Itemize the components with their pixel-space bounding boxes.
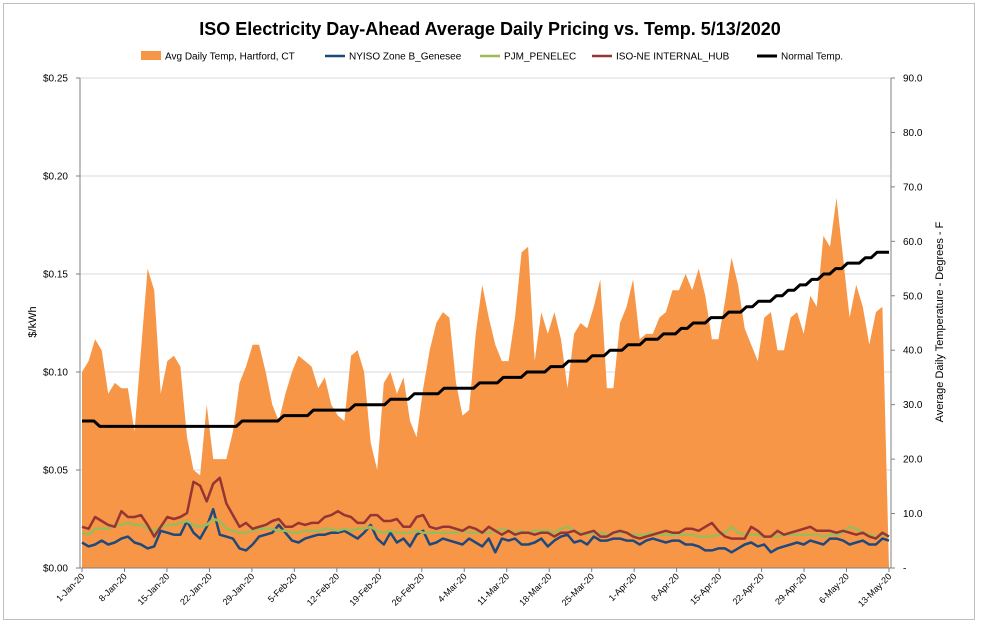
chart-frame <box>3 3 975 620</box>
x-tick-label: 11-Mar-20 <box>475 571 511 607</box>
x-tick-label: 26-Feb-20 <box>390 571 426 607</box>
y-tick-label-left: $0.25 <box>43 74 68 85</box>
x-tick-label: 18-Mar-20 <box>517 571 553 607</box>
y-axis-left-title: $/kWh <box>27 306 39 337</box>
y-tick-label-right: 10.0 <box>903 509 923 520</box>
y-tick-label-right: 60.0 <box>903 237 923 248</box>
y-tick-label-left: $0.15 <box>43 270 68 281</box>
y-tick-label-right: 20.0 <box>903 455 923 466</box>
x-tick-label: 5-Feb-20 <box>266 571 299 604</box>
legend-label: Avg Daily Temp, Hartford, CT <box>165 52 295 63</box>
series-line-iso-ne-internal-hub <box>81 476 890 540</box>
legend-swatch <box>141 51 161 60</box>
chart-title: ISO Electricity Day-Ahead Average Daily … <box>199 19 781 39</box>
y-tick-label-right: 30.0 <box>903 400 923 411</box>
y-tick-label-left: $0.00 <box>43 564 68 575</box>
y-tick-label-right: - <box>903 564 906 575</box>
legend-label: NYISO Zone B_Genesee <box>349 52 462 63</box>
y-tick-label-left: $0.10 <box>43 368 68 379</box>
plot-area <box>81 197 890 569</box>
x-tick-label: 15-Apr-20 <box>688 571 723 606</box>
series-line-normal-temp <box>82 250 889 428</box>
x-tick-label: 4-Mar-20 <box>436 571 469 604</box>
legend-item: Avg Daily Temp, Hartford, CT <box>141 51 295 63</box>
x-tick-label: 1-Jan-20 <box>54 571 86 603</box>
y-tick-label-left: $0.05 <box>43 466 68 477</box>
legend-label: Normal Temp. <box>781 52 843 63</box>
x-tick-label: 15-Jan-20 <box>136 571 172 607</box>
x-tick-label: 6-May-20 <box>817 571 851 605</box>
x-tick-label: 8-Jan-20 <box>97 571 129 603</box>
legend-item: NYISO Zone B_Genesee <box>325 52 462 63</box>
y-tick-label-right: 50.0 <box>903 291 923 302</box>
x-tick-label: 25-Mar-20 <box>560 571 596 607</box>
x-tick-label: 19-Feb-20 <box>347 571 383 607</box>
series-line-nyiso-zone-b-genesee <box>81 507 890 554</box>
legend: Avg Daily Temp, Hartford, CT NYISO Zone B… <box>141 51 843 63</box>
y-axis-right-title: Average Daily Temperature - Degrees - F <box>934 221 946 422</box>
x-tick-label: 1-Apr-20 <box>607 571 639 603</box>
x-tick-label: 29-Apr-20 <box>773 571 808 606</box>
x-tick-label: 13-May-20 <box>856 571 893 608</box>
x-tick-label: 12-Feb-20 <box>305 571 341 607</box>
legend-item: Normal Temp. <box>757 52 843 63</box>
y-tick-label-right: 70.0 <box>903 182 923 193</box>
y-tick-label-right: 90.0 <box>903 74 923 85</box>
series-line-pjm-penelec <box>81 517 890 538</box>
y-tick-label-right: 40.0 <box>903 346 923 357</box>
y-tick-label-right: 80.0 <box>903 128 923 139</box>
x-tick-label: 8-Apr-20 <box>649 571 681 603</box>
legend-label: ISO-NE INTERNAL_HUB <box>616 52 730 63</box>
x-tick-label: 29-Jan-20 <box>221 571 257 607</box>
x-tick-label: 22-Jan-20 <box>178 571 214 607</box>
legend-item: PJM_PENELEC <box>480 52 576 63</box>
y-tick-label-left: $0.20 <box>43 172 68 183</box>
legend-item: ISO-NE INTERNAL_HUB <box>592 52 730 63</box>
x-tick-label: 22-Apr-20 <box>731 571 766 606</box>
legend-label: PJM_PENELEC <box>504 52 576 63</box>
